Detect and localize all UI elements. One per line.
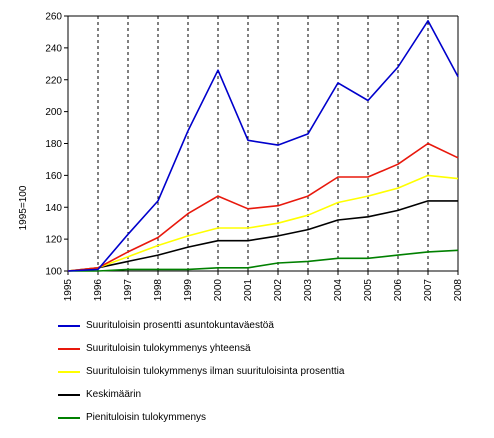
legend-swatch xyxy=(58,325,80,327)
y-tick-label: 180 xyxy=(45,139,62,150)
series-line xyxy=(67,19,459,272)
legend-swatch xyxy=(58,394,80,396)
legend-swatch xyxy=(58,417,80,419)
y-tick-label: 100 xyxy=(45,267,62,278)
tick-labels: 100 120 140 160 180 200 220 240 260 1995 1996 1997 1… xyxy=(45,12,464,302)
legend-item: Keskimäärin xyxy=(58,389,478,412)
series-line xyxy=(67,142,459,272)
y-tick-label: 240 xyxy=(45,43,62,54)
line-chart: 100 120 140 160 180 200 220 240 260 1995 1996 1997 1… xyxy=(18,12,464,302)
legend-item: Suurituloisin tulokymmenys yhteensä xyxy=(58,343,478,366)
legend-label: Suurituloisin tulokymmenys ilman suuritu… xyxy=(86,366,345,377)
series-line xyxy=(67,200,458,272)
series-group xyxy=(67,19,459,272)
x-tick-label: 1996 xyxy=(93,279,104,302)
x-tick-label: 2006 xyxy=(393,279,404,302)
legend-label: Suurituloisin prosentti asuntokuntaväest… xyxy=(86,320,274,331)
legend-label: Suurituloisin tulokymmenys yhteensä xyxy=(86,343,251,354)
x-tick-label: 1999 xyxy=(183,279,194,302)
x-tick-label: 2005 xyxy=(363,279,374,302)
x-tick-label: 1995 xyxy=(63,279,74,302)
legend-item: Pienituloisin tulokymmenys xyxy=(58,412,478,435)
x-tick-label: 2000 xyxy=(213,279,224,302)
y-tick-label: 160 xyxy=(45,171,62,182)
legend-item: Suurituloisin tulokymmenys ilman suuritu… xyxy=(58,366,478,389)
series-line xyxy=(68,249,459,272)
y-axis-label: 1995=100 xyxy=(18,185,29,230)
x-tick-label: 2001 xyxy=(243,279,254,302)
legend-item: Suurituloisin prosentti asuntokuntaväest… xyxy=(58,320,478,343)
legend-swatch xyxy=(58,371,80,373)
legend-swatch xyxy=(58,348,80,350)
x-tick-label: 2002 xyxy=(273,279,284,302)
y-tick-label: 260 xyxy=(45,12,62,23)
legend-label: Keskimäärin xyxy=(86,389,142,400)
y-tick-label: 140 xyxy=(45,203,62,214)
y-tick-label: 220 xyxy=(45,75,62,86)
x-tick-label: 2008 xyxy=(453,279,464,302)
y-tick-label: 120 xyxy=(45,235,62,246)
y-tick-label: 200 xyxy=(45,107,62,118)
legend: Suurituloisin prosentti asuntokuntaväest… xyxy=(58,320,478,435)
axes xyxy=(64,15,459,275)
x-tick-label: 2003 xyxy=(303,279,314,302)
x-tick-label: 2004 xyxy=(333,279,344,302)
grid xyxy=(97,16,429,271)
x-tick-label: 2007 xyxy=(423,279,434,302)
series-line xyxy=(67,174,459,272)
x-tick-label: 1998 xyxy=(153,279,164,302)
legend-label: Pienituloisin tulokymmenys xyxy=(86,412,207,423)
x-tick-label: 1997 xyxy=(123,279,134,302)
